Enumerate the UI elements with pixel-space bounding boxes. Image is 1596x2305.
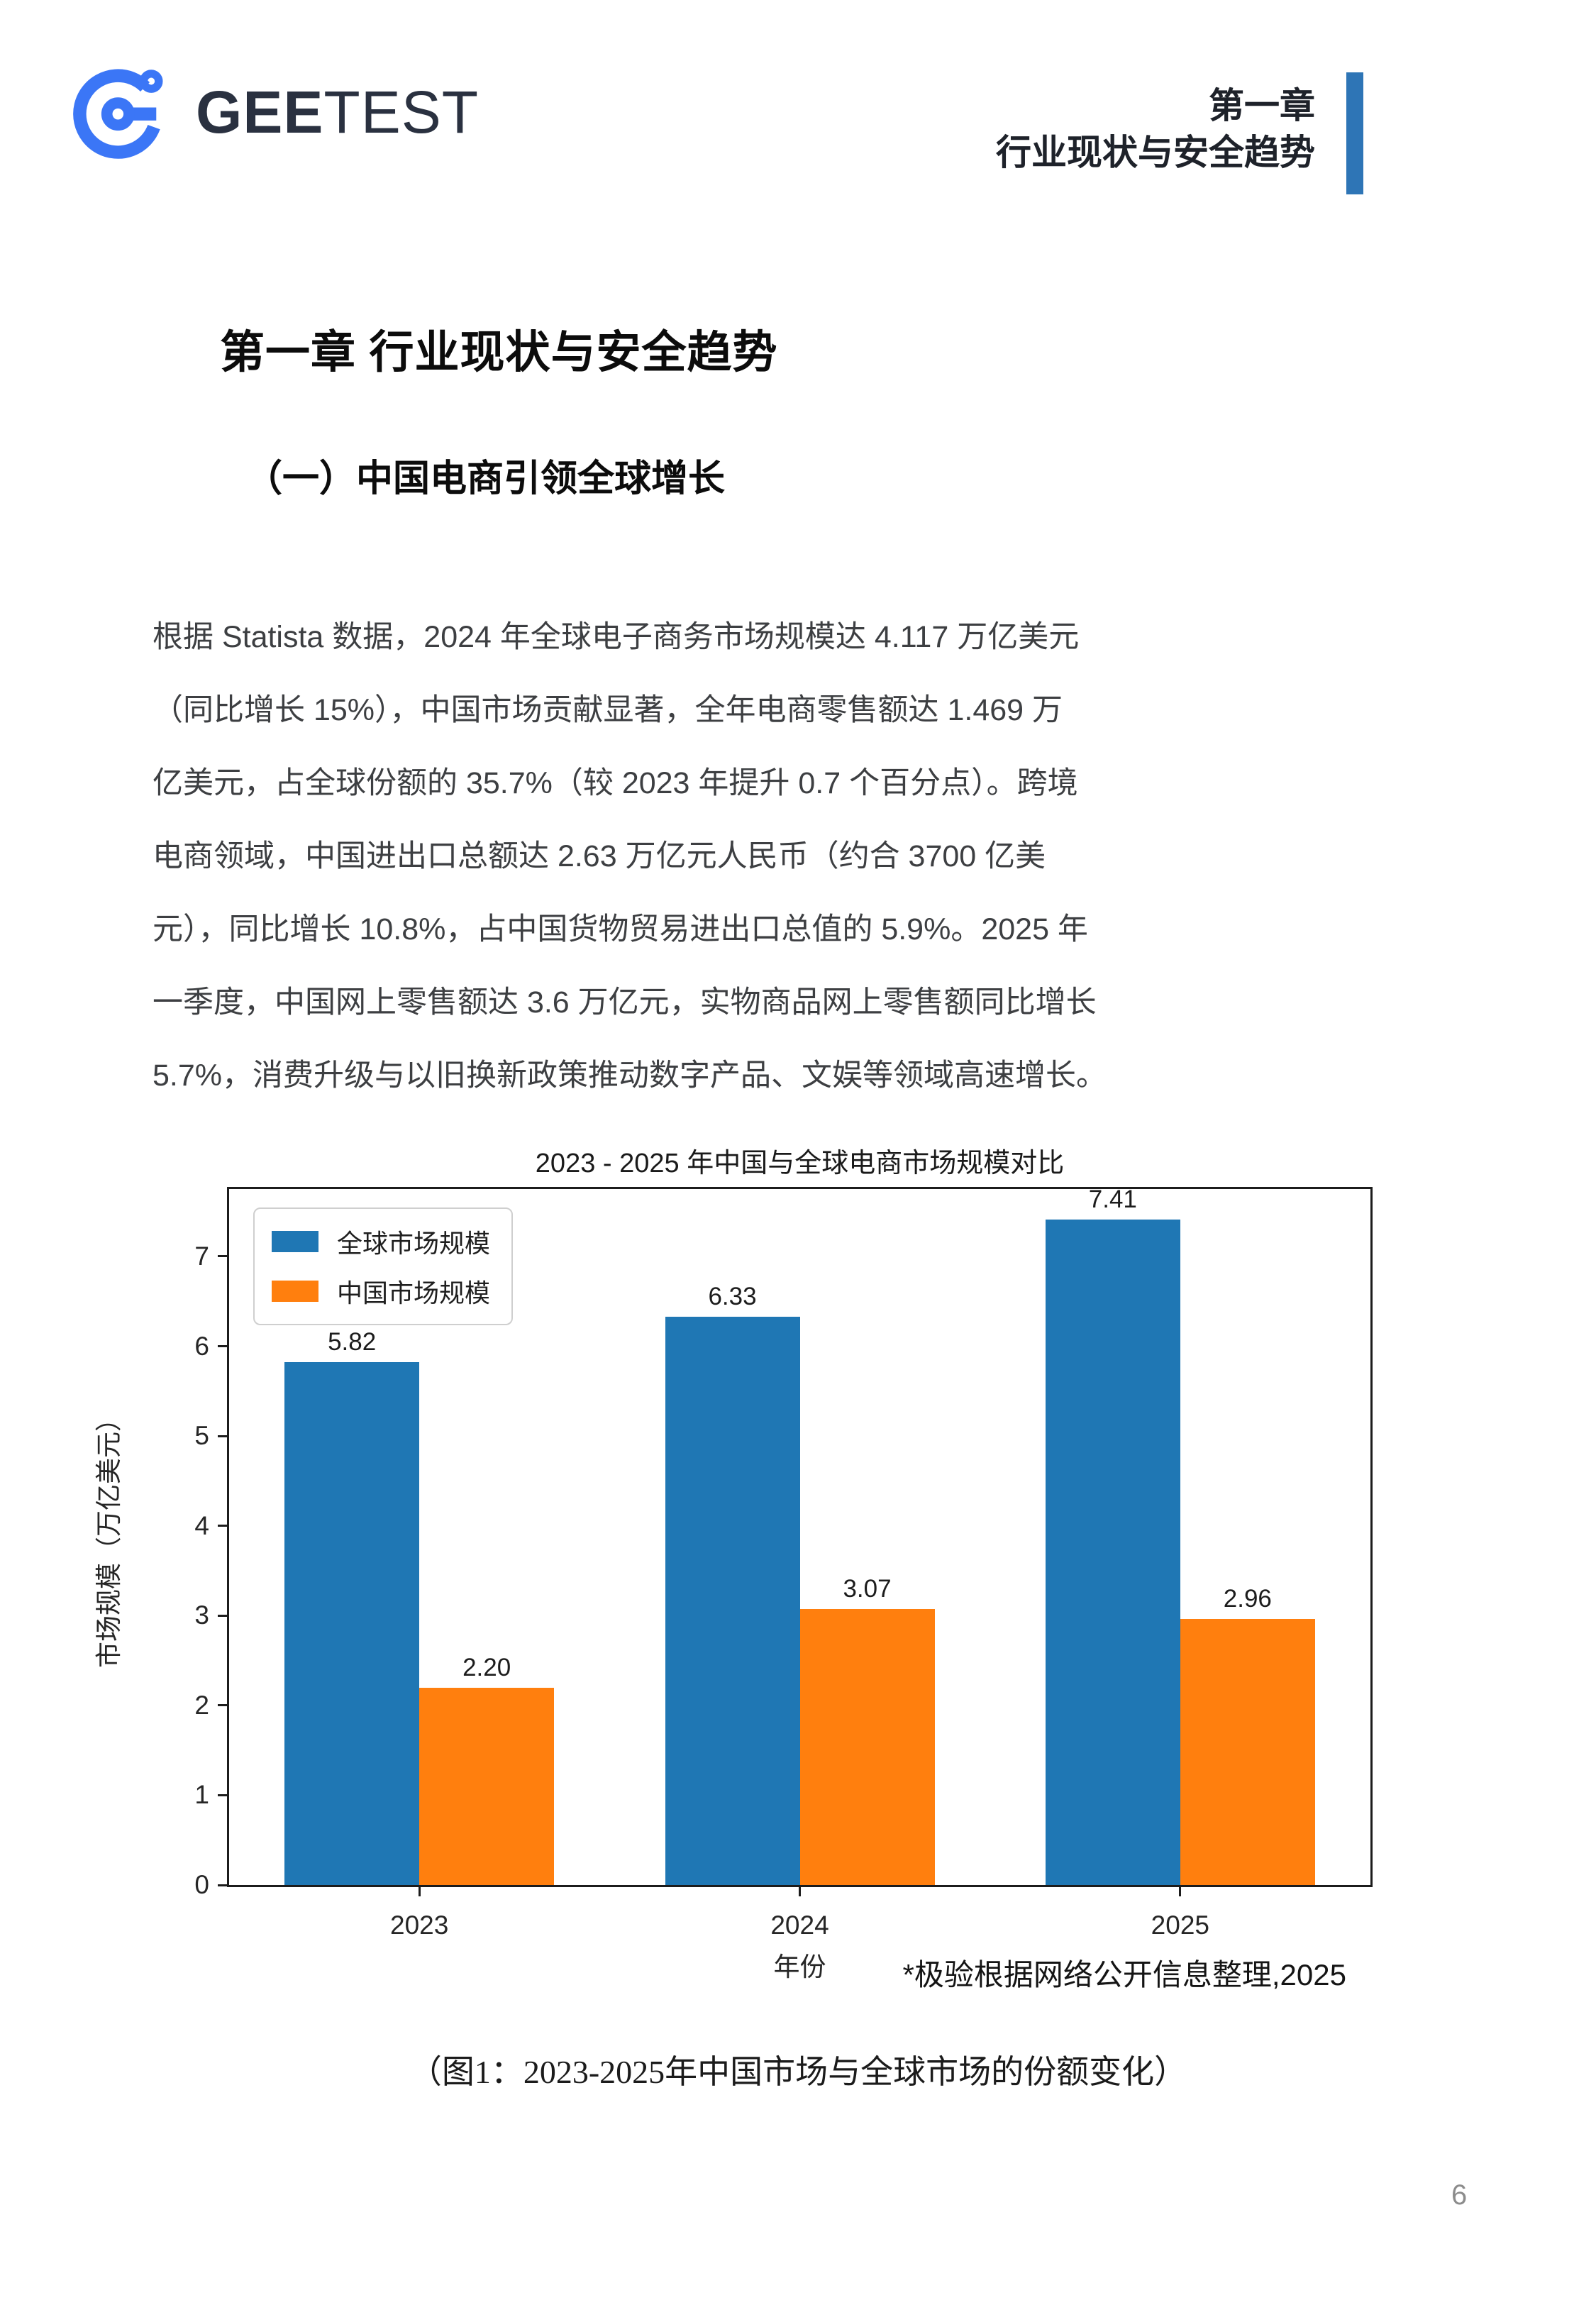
bar-2024-global [665,1316,800,1885]
y-tick-mark [218,1884,227,1886]
x-axis-label: 年份 [773,1952,826,1981]
chapter-heading: 第一章 行业现状与安全趋势 [220,328,778,377]
y-tick-label: 5 [194,1421,209,1451]
bar-value-label: 2.96 [1223,1585,1272,1613]
bar-value-label: 6.33 [708,1282,757,1310]
chart-title: 2023 - 2025 年中国与全球电商市场规模对比 [535,1149,1065,1178]
bar-2025-china [1180,1619,1315,1885]
running-header-chapter: 第一章 [1209,86,1315,126]
legend-swatch [272,1231,318,1252]
bar-value-label: 5.82 [328,1328,377,1356]
y-tick-label: 2 [194,1690,209,1720]
page-number: 6 [1451,2179,1468,2211]
y-tick-mark [218,1435,227,1437]
y-tick-mark [218,1255,227,1258]
x-tick-label: 2025 [1151,1911,1209,1940]
x-tick-mark [418,1887,421,1896]
legend-entry: 中国市场规模 [272,1273,490,1310]
section-heading: （一）中国电商引领全球增长 [245,458,726,499]
y-tick-label: 6 [194,1331,209,1361]
wordmark-gee: GEE [196,78,324,145]
body-paragraph: 根据 Statista 数据，2024 年全球电子商务市场规模达 4.117 万… [153,597,1458,1109]
legend-label: 全球市场规模 [337,1229,491,1258]
chart-legend: 全球市场规模 中国市场规模 [253,1207,514,1325]
wordmark-test: TEST [323,78,480,145]
paragraph-line: 一季度，中国网上零售额达 3.6 万亿元，实物商品网上零售额同比增长 [153,985,1097,1019]
bar-value-label: 2.20 [462,1653,511,1681]
bar-value-label: 3.07 [843,1575,892,1603]
y-tick-mark [218,1793,227,1796]
running-header-title: 行业现状与安全趋势 [996,133,1315,172]
x-tick-label: 2023 [390,1911,449,1940]
x-tick-label: 2024 [770,1911,829,1940]
y-tick-mark [218,1525,227,1527]
x-tick-mark [799,1887,801,1896]
paragraph-line: 亿美元，占全球份额的 35.7%（较 2023 年提升 0.7 个百分点）。跨境 [153,765,1078,800]
paragraph-line: 根据 Statista 数据，2024 年全球电子商务市场规模达 4.117 万… [153,619,1080,654]
bar-value-label: 7.41 [1088,1185,1137,1214]
y-tick-label: 0 [194,1870,209,1899]
y-tick-label: 3 [194,1601,209,1630]
bar-2023-global [284,1362,420,1885]
legend-swatch [272,1281,318,1302]
y-tick-label: 4 [194,1510,209,1540]
y-tick-label: 1 [194,1780,209,1810]
figure-caption: （图1：2023-2025年中国市场与全球市场的份额变化） [409,2054,1187,2090]
paragraph-line: 元），同比增长 10.8%，占中国货物贸易进出口总值的 5.9%。2025 年 [153,912,1088,946]
running-header: 第一章 行业现状与安全趋势 [996,82,1315,176]
paragraph-line: 5.7%，消费升级与以旧换新政策推动数字产品、文娱等领域高速增长。 [153,1058,1107,1093]
geetest-logo-g-mark [73,69,163,159]
geetest-logo-icon [68,60,176,160]
y-tick-mark [218,1704,227,1707]
y-tick-mark [218,1345,227,1348]
paragraph-line: （同比增长 15%），中国市场贡献显著，全年电商零售额达 1.469 万 [153,692,1063,727]
y-tick-label: 7 [194,1241,209,1271]
bar-2024-china [799,1609,935,1885]
plot-area: 全球市场规模 中国市场规模 0 1 2 3 4 5 6 7 5.82 2.20 2023 6.33 3.0… [194,1185,1373,1940]
bar-2023-china [419,1687,555,1885]
legend-entry: 全球市场规模 [272,1223,490,1260]
figure-footnote: *极验根据网络公开信息整理,2025 [902,1958,1346,1991]
x-tick-mark [1179,1887,1182,1896]
legend-label: 中国市场规模 [337,1278,491,1308]
paragraph-line: 电商领域，中国进出口总额达 2.63 万亿元人民币（约合 3700 亿美 [153,839,1046,873]
bar-2025-global [1045,1220,1180,1885]
header-accent-bar [1346,72,1363,194]
y-tick-mark [218,1614,227,1617]
geetest-wordmark: GEE TEST [196,70,479,155]
